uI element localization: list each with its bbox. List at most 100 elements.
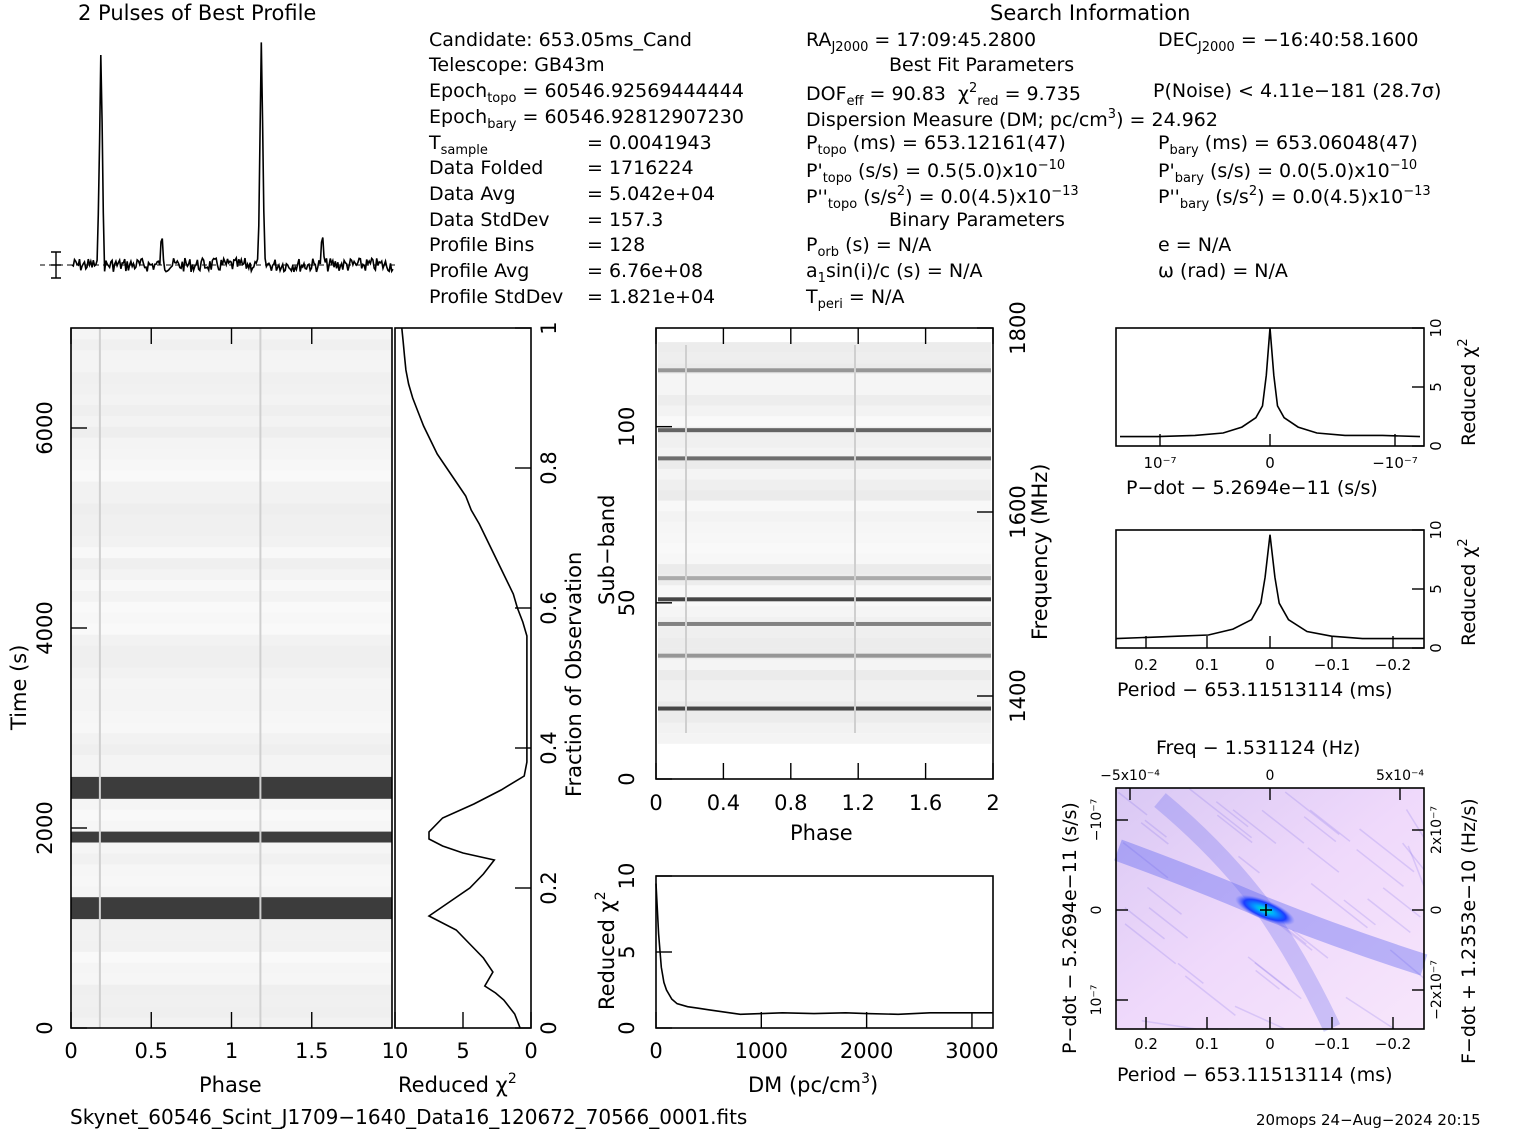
time-phase-row <box>71 820 392 832</box>
time-phase-row <box>71 426 392 438</box>
time-phase-row <box>71 371 392 384</box>
subband-row <box>658 606 991 617</box>
time-phase-xtick-label: 1 <box>225 1039 238 1063</box>
candidate-text: Candidate: 653.05ms_Cand <box>429 29 692 51</box>
telescope-text: Telescope: GB43m <box>429 54 605 76</box>
pdbary-value: (s/s) = 0.0(5.0)x10 <box>1210 160 1390 182</box>
period-pdot-streak <box>1216 814 1253 844</box>
time-phase-ytick-label: 4000 <box>33 601 57 654</box>
subband-row <box>658 712 991 723</box>
profile-avg-label: Profile Avg <box>429 260 530 282</box>
time-phase-panel: 0 0.5 1 1.5 0 2000 4000 6000 <box>33 327 393 1063</box>
tperi-text: Tperi = N/A <box>806 286 905 312</box>
small-ytick-label: 10 <box>1427 520 1445 539</box>
time-phase-row <box>71 984 392 996</box>
footer-text: 20mops 24−Aug−2024 20:15 <box>1256 1111 1481 1129</box>
profile-std-value: = 1.821e+04 <box>587 286 716 308</box>
small-xtick-label: 0 <box>1265 454 1275 472</box>
time-phase-ticks: 0 0.5 1 1.5 0 2000 4000 6000 <box>33 328 328 1063</box>
subband-row <box>658 690 991 702</box>
time-phase-row <box>71 415 392 427</box>
period-pdot-streak <box>1343 899 1376 926</box>
time-phase-row <box>71 623 392 635</box>
subband-row <box>658 532 991 543</box>
time-phase-row <box>71 481 392 493</box>
label-chi2-period: Reduced χ2 <box>1456 538 1480 646</box>
pp-left-tick-label: 10⁻⁷ <box>1089 985 1105 1016</box>
frequency-tick-label: 1600 <box>1006 485 1030 538</box>
time-phase-row <box>71 688 392 701</box>
period-pdot-streak <box>1389 949 1425 979</box>
subband-ticks: 0 0.4 0.8 1.2 1.6 2 0 50 100 1400 1600 1800 <box>615 301 1030 815</box>
pp-xtick-label: 0.1 <box>1195 1035 1219 1053</box>
label-period: Period − 653.11513114 (ms) <box>1117 679 1393 701</box>
pdtopo-exp: −10 <box>1037 158 1066 173</box>
time-phase-xtick-label: 0.5 <box>135 1039 168 1063</box>
label-subband: Sub−band <box>595 495 619 605</box>
period-pdot-streak <box>1309 809 1351 842</box>
subband-ytick-label: 100 <box>615 407 639 447</box>
pp-left-tick-label: −10⁻⁷ <box>1089 799 1105 842</box>
profile-errorbar <box>51 251 61 279</box>
fraction-tick-label: 0.2 <box>537 871 561 904</box>
t-sample-value: = 0.0041943 <box>587 132 712 154</box>
small-xtick-label: 0 <box>1265 656 1275 674</box>
time-phase-row <box>71 940 392 952</box>
dm-panel: 0 1000 2000 3000 0 5 10 <box>615 863 999 1063</box>
period-pdot-streak <box>1402 842 1425 871</box>
subband-row <box>658 437 991 448</box>
omega-text: ω (rad) = N/A <box>1158 260 1288 282</box>
pp-right-tick-label: 0 <box>1429 906 1445 915</box>
period-pdot-streak <box>1177 962 1204 984</box>
pddbary-label: (s/s <box>1215 186 1249 208</box>
period-pdot-streak <box>1345 996 1395 1030</box>
period-pdot-streak <box>1247 956 1302 1000</box>
time-phase-row <box>71 678 392 690</box>
period-pdot-streak <box>1232 809 1277 845</box>
small-ytick-label: 5 <box>1427 584 1445 594</box>
subband-row <box>658 542 991 554</box>
pddtopo-text: P''topo (s/s2) = 0.0(4.5)x10−13 <box>806 184 1079 212</box>
subband-xtick-label: 0.8 <box>774 791 807 815</box>
dm-ytick-label: 5 <box>615 945 639 958</box>
epoch-bary-value: = 60546.92812907230 <box>522 106 744 128</box>
time-phase-row <box>71 590 392 602</box>
time-phase-row <box>71 601 392 613</box>
subband-row <box>658 669 991 681</box>
period-ticks: 0.2 0.1 0 −0.1 −0.2 0 5 10 <box>1134 520 1445 674</box>
pp-top-tick-label: −5x10⁻⁴ <box>1100 768 1160 784</box>
period-pdot-streak <box>1148 907 1189 939</box>
subband-row <box>658 394 991 406</box>
label-chi2-pdot: Reduced χ2 <box>1456 338 1480 446</box>
subband-row <box>658 659 991 670</box>
subband-panel: 0 0.4 0.8 1.2 1.6 2 0 50 100 1400 1600 1800 <box>615 301 1030 815</box>
period-pdot-streak <box>1261 809 1305 844</box>
time-phase-row <box>71 492 392 504</box>
binary-title: Binary Parameters <box>889 209 1065 231</box>
dof-text: DOFeff = 90.83 χ2red = 9.735 <box>806 81 1081 109</box>
period-pdot-streak <box>1237 855 1260 874</box>
time-phase-row <box>71 995 392 1007</box>
subband-row <box>658 564 991 575</box>
a1-label: a <box>806 260 818 282</box>
pbary-value: (ms) = 653.06048(47) <box>1204 132 1418 154</box>
pddtopo-exp: −13 <box>1051 184 1079 199</box>
time-phase-ytick-label: 2000 <box>33 801 57 854</box>
time-phase-row <box>71 842 392 854</box>
dm-xtick-label: 2000 <box>840 1039 893 1063</box>
profile-bins-label: Profile Bins <box>429 234 535 256</box>
period-pdot-streak <box>1140 822 1169 845</box>
label-chi2-dm: Reduced χ2 <box>593 891 619 1010</box>
subband-row <box>658 722 991 734</box>
subband-row <box>658 468 991 480</box>
period-pdot-streak <box>1284 791 1340 836</box>
period-pdot-ticks: 0.2 0.1 0 −0.1 −0.2 −5x10⁻⁴ 0 5x10⁻⁴ −10⁻⁷ 0 10⁻⁷ 2… <box>1089 768 1445 1053</box>
subband-xtick-label: 0 <box>649 791 662 815</box>
pp-right-tick-label: 2x10⁻⁷ <box>1429 806 1445 854</box>
subband-row <box>658 490 991 501</box>
subband-row <box>658 585 991 596</box>
time-phase-row <box>71 776 392 788</box>
time-phase-row <box>71 929 392 941</box>
data-avg-label: Data Avg <box>429 183 516 205</box>
time-phase-row <box>71 634 392 646</box>
